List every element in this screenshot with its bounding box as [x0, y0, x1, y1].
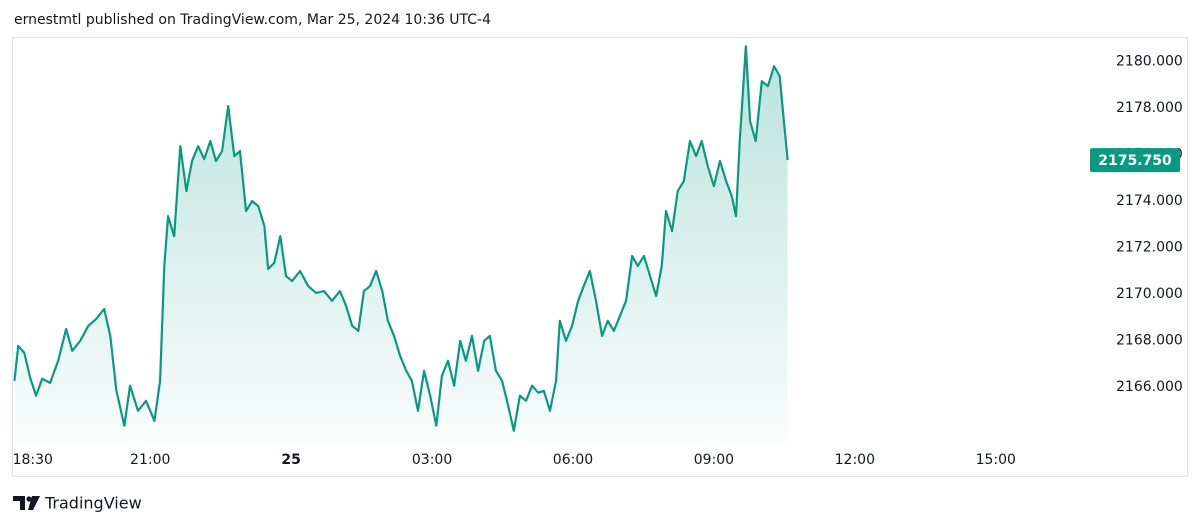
logo-mark: [13, 496, 25, 510]
y-tick-label: 2178.000: [1116, 100, 1183, 116]
y-tick-label: 2172.000: [1116, 239, 1183, 255]
x-tick-label: 09:00: [694, 452, 734, 468]
x-tick-label: 06:00: [553, 452, 593, 468]
chart-frame: [12, 37, 1188, 477]
logo-dot: [26, 496, 32, 502]
last-price-label: 2175.750: [1098, 153, 1172, 169]
x-tick-label: 12:00: [835, 452, 875, 468]
x-tick-label: 25: [281, 452, 300, 468]
logo-mark: [28, 496, 40, 510]
x-tick-label: 15:00: [976, 452, 1016, 468]
x-tick-label: 18:30: [13, 452, 53, 468]
x-tick-label: 21:00: [130, 452, 170, 468]
y-tick-label: 2166.000: [1116, 379, 1183, 395]
y-tick-label: 2174.000: [1116, 193, 1183, 209]
price-line: [13, 45, 789, 432]
brand-name: TradingView: [44, 494, 142, 513]
x-tick-label: 03:00: [412, 452, 452, 468]
y-tick-label: 2170.000: [1116, 286, 1183, 302]
y-tick-label: 2168.000: [1116, 332, 1183, 348]
last-price-badge: [1090, 148, 1180, 173]
area-fill: [14, 46, 788, 446]
brand-logo: TradingView: [13, 494, 142, 513]
publish-header: ernestmtl published on TradingView.com, …: [14, 12, 491, 28]
y-tick-label: 2180.000: [1116, 53, 1183, 69]
plot: 2166.000 2168.000 2170.000 2172.000 2174.000…: [13, 45, 1183, 468]
